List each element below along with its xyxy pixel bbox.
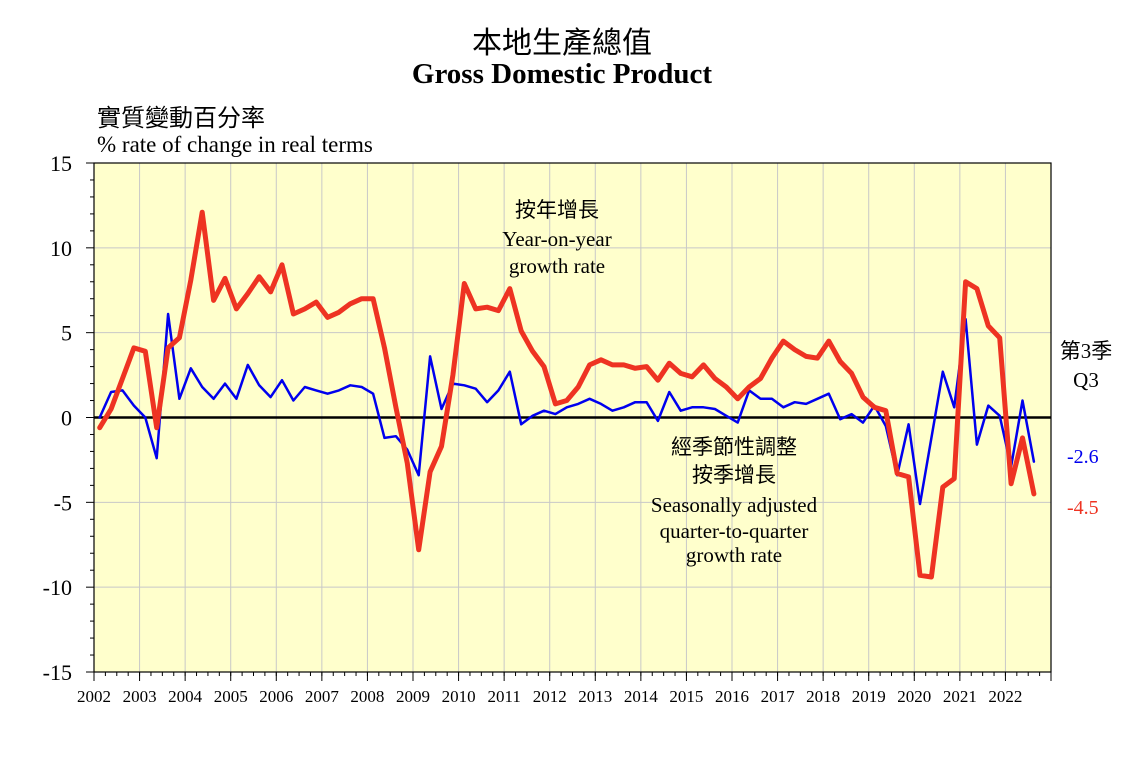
annotation-yoy-en-1: Year-on-year <box>502 227 611 251</box>
end-label-qoq: -2.6 <box>1067 446 1099 468</box>
x-tick-label: 2021 <box>943 687 977 706</box>
x-tick-label: 2002 <box>77 687 111 706</box>
x-tick-label: 2016 <box>715 687 749 706</box>
x-tick-label: 2011 <box>487 687 520 706</box>
annotation-qoq-en-1: Seasonally adjusted <box>651 493 818 517</box>
y-tick-label: -5 <box>54 490 72 515</box>
x-tick-label: 2022 <box>988 687 1022 706</box>
annotation-qoq-en-2: quarter-to-quarter <box>660 519 809 543</box>
x-tick-label: 2015 <box>669 687 703 706</box>
annotation-yoy-zh: 按年增長 <box>515 198 599 222</box>
chart-title-en: Gross Domestic Product <box>411 58 713 90</box>
x-tick-label: 2008 <box>350 687 384 706</box>
axis-ticks <box>86 162 1052 681</box>
annotation-qoq-zh-2: 按季增長 <box>692 463 776 487</box>
x-tick-label: 2010 <box>442 687 476 706</box>
x-tick-label: 2014 <box>624 687 659 706</box>
y-axis-label-en: % rate of change in real terms <box>97 132 373 157</box>
x-tick-label: 2003 <box>123 687 157 706</box>
series-line-qoq <box>98 312 1036 506</box>
x-tick-label: 2019 <box>852 687 886 706</box>
x-tick-label: 2012 <box>533 687 567 706</box>
latest-period-zh: 第3季 <box>1060 339 1113 363</box>
annotation-yoy-en-2: growth rate <box>509 254 605 278</box>
y-tick-label: 10 <box>50 236 72 261</box>
latest-period-en: Q3 <box>1073 368 1099 392</box>
end-label-yoy: -4.5 <box>1067 497 1099 519</box>
x-tick-labels: 2002 2003 2004 2005 2006 2007 2008 2009 2010 2011… <box>77 687 1022 706</box>
x-tick-label: 2004 <box>168 687 203 706</box>
series-line-yoy <box>97 209 1037 580</box>
x-tick-label: 2018 <box>806 687 840 706</box>
x-tick-label: 2017 <box>761 687 796 706</box>
y-axis-label-zh: 實質變動百分率 <box>97 106 265 132</box>
x-tick-label: 2007 <box>305 687 340 706</box>
x-tick-label: 2020 <box>897 687 931 706</box>
x-tick-label: 2005 <box>214 687 248 706</box>
y-tick-label: -10 <box>43 575 72 600</box>
plot-frame <box>93 162 1052 673</box>
x-tick-label: 2006 <box>259 687 293 706</box>
y-tick-label: -15 <box>43 660 72 685</box>
chart-title-zh: 本地生產總值 <box>472 27 652 60</box>
annotation-qoq-zh-1: 經季節性調整 <box>671 435 797 459</box>
y-tick-label: 0 <box>61 406 72 431</box>
y-tick-label: 5 <box>61 321 72 346</box>
annotation-qoq-en-3: growth rate <box>686 543 782 567</box>
x-tick-label: 2009 <box>396 687 430 706</box>
y-tick-label: 15 <box>50 151 72 176</box>
y-tick-labels: 15 10 5 0 -5 -10 -15 <box>43 151 72 685</box>
x-tick-label: 2013 <box>578 687 612 706</box>
